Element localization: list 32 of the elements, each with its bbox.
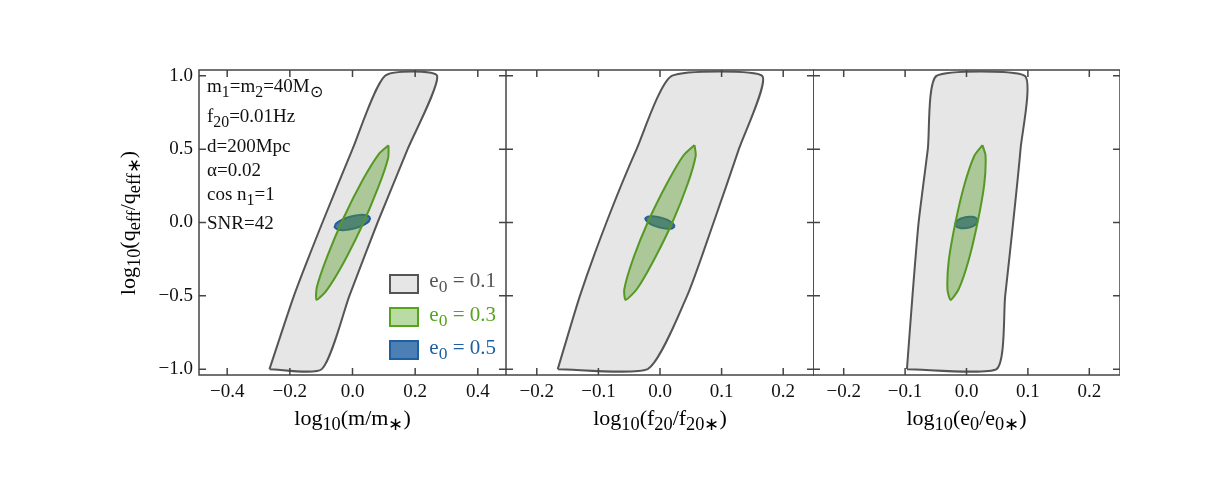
x-tick-label: 0.2: [403, 380, 428, 402]
x-tick-label: −0.2: [826, 380, 861, 402]
y-tick-label: 0.0: [169, 210, 193, 232]
legend-label: e$_{0}$ = 0.3: [429, 300, 496, 332]
x-tick-label: 0.2: [1077, 380, 1102, 402]
annotation: α=0.02: [207, 157, 262, 182]
legend-label: e$_{0}$ = 0.1: [429, 267, 496, 299]
x-tick-label: 0.2: [771, 380, 796, 402]
x-tick-label: 0.0: [954, 380, 979, 402]
annotation: cos n$_{1}$=1: [207, 181, 276, 210]
annotation: m$_{1}$=m$_{2}$=40M$_{⊙}$: [207, 74, 323, 102]
x-tick-label: 0.4: [465, 380, 491, 402]
x-tick-label: −0.2: [272, 380, 308, 402]
x-axis-title: log$_{10}$(f$_{20}$/f$_{20∗}$): [592, 405, 728, 436]
x-axis-title: log$_{10}$(m/m$_{∗}$): [293, 405, 412, 436]
x-tick-label: −0.4: [209, 380, 245, 402]
y-tick-label: −0.5: [158, 283, 193, 305]
x-tick-label: 0.0: [648, 380, 672, 402]
x-tick-label: −0.1: [887, 380, 923, 402]
x-tick-label: −0.1: [581, 380, 616, 402]
annotation: f$_{20}$=0.01Hz: [207, 103, 297, 132]
legend-label: e$_{0}$ = 0.5: [429, 333, 496, 365]
x-axis-title: log$_{10}$(e$_{0}$/e$_{0∗}$): [905, 405, 1028, 436]
y-tick-label: −1.0: [158, 357, 193, 379]
annotation: SNR=42: [207, 211, 275, 236]
x-tick-label: 0.1: [1016, 380, 1040, 402]
y-tick-label: 0.5: [169, 137, 193, 159]
x-tick-label: 0.0: [340, 380, 365, 402]
x-tick-label: 0.1: [709, 380, 734, 402]
y-tick-label: 1.0: [169, 63, 193, 85]
annotation: d=200Mpc: [207, 133, 292, 158]
x-tick-label: −0.2: [519, 380, 555, 402]
